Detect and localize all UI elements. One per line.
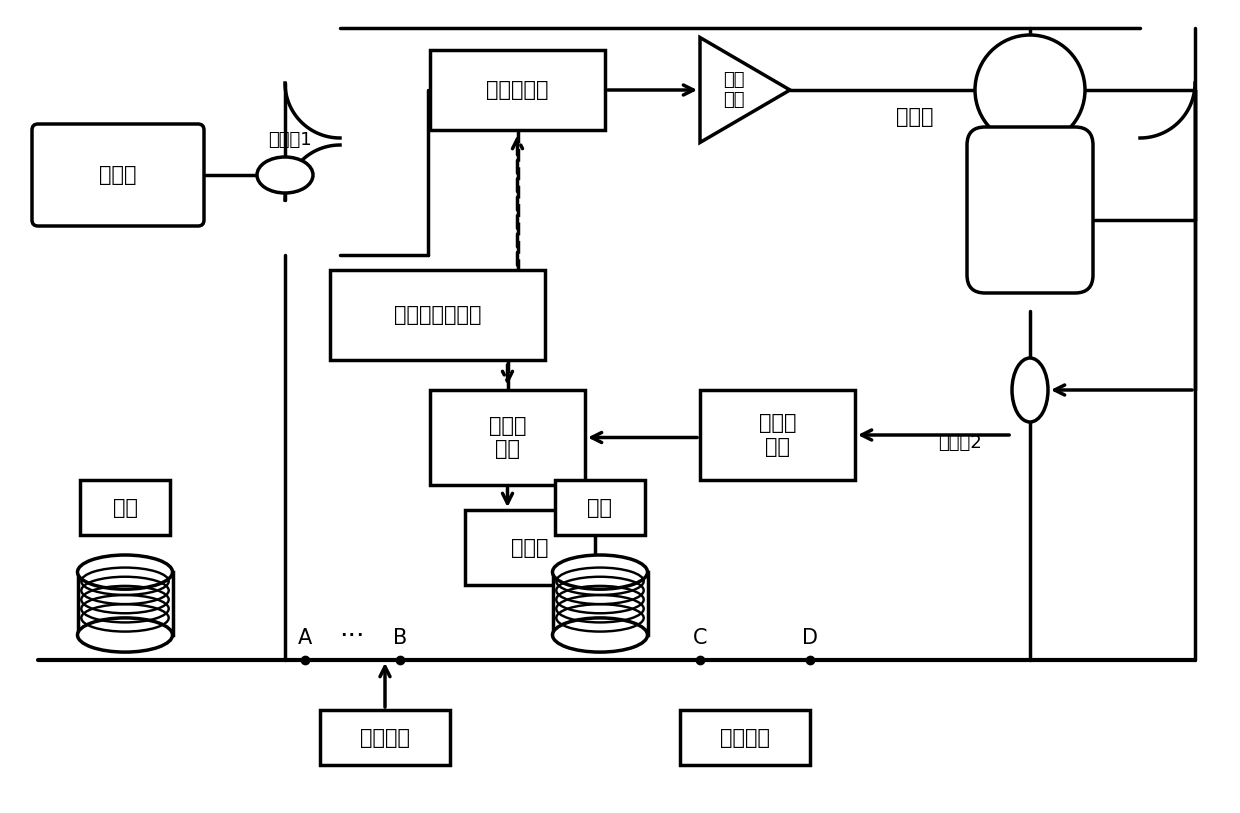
Text: 耦合器2: 耦合器2 bbox=[939, 434, 982, 452]
Bar bbox=[430, 50, 605, 130]
Bar bbox=[77, 572, 172, 635]
Polygon shape bbox=[701, 37, 790, 142]
Text: A: A bbox=[298, 628, 312, 648]
Bar bbox=[81, 480, 170, 535]
Text: 光纤: 光纤 bbox=[588, 498, 613, 518]
Bar bbox=[701, 390, 856, 480]
Text: 光放
大器: 光放 大器 bbox=[723, 71, 745, 110]
Bar bbox=[556, 480, 645, 535]
Bar bbox=[553, 572, 647, 635]
Ellipse shape bbox=[1012, 358, 1048, 422]
Bar bbox=[465, 510, 595, 585]
Text: 耦合器1: 耦合器1 bbox=[268, 131, 311, 149]
Ellipse shape bbox=[553, 618, 647, 652]
Bar bbox=[680, 710, 810, 765]
Bar bbox=[430, 390, 585, 485]
Ellipse shape bbox=[77, 555, 172, 589]
Text: D: D bbox=[802, 628, 818, 648]
Text: 参考区域: 参考区域 bbox=[720, 728, 770, 747]
Text: 处理器: 处理器 bbox=[511, 537, 549, 558]
Ellipse shape bbox=[553, 555, 647, 589]
Ellipse shape bbox=[257, 157, 312, 193]
Bar bbox=[320, 710, 450, 765]
Text: C: C bbox=[693, 628, 707, 648]
Text: 光电探
测器: 光电探 测器 bbox=[759, 413, 796, 457]
Text: ···: ··· bbox=[340, 624, 365, 650]
Circle shape bbox=[975, 35, 1085, 145]
Bar bbox=[330, 270, 546, 360]
FancyBboxPatch shape bbox=[32, 124, 205, 226]
Text: 声光调制器: 声光调制器 bbox=[486, 80, 549, 100]
Text: 环形器: 环形器 bbox=[897, 107, 934, 127]
Text: 施加振动: 施加振动 bbox=[360, 728, 410, 747]
Text: 数据采
集卡: 数据采 集卡 bbox=[489, 416, 526, 459]
Ellipse shape bbox=[77, 618, 172, 652]
Text: 脉冲信号发生器: 脉冲信号发生器 bbox=[394, 305, 481, 325]
FancyBboxPatch shape bbox=[967, 127, 1092, 293]
Text: B: B bbox=[393, 628, 407, 648]
Text: 光纤: 光纤 bbox=[113, 498, 138, 518]
Text: 激光器: 激光器 bbox=[99, 165, 136, 185]
